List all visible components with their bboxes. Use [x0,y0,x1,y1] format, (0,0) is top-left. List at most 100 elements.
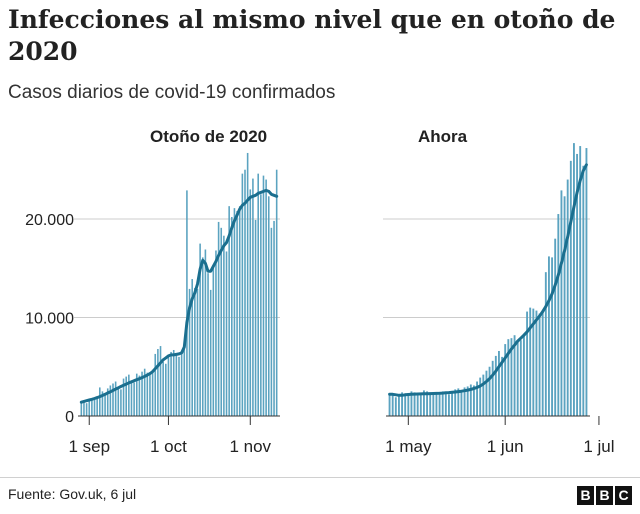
bar [388,394,391,416]
bar [267,196,270,416]
bar [209,289,212,416]
bar [504,344,507,416]
bar [143,368,146,416]
bar [404,393,407,416]
bar [159,346,162,416]
bar [391,393,394,416]
bar [154,353,157,416]
bar [501,356,504,416]
bar [466,386,469,416]
bar [128,374,130,416]
bar [112,383,114,416]
bar [146,372,149,416]
chart-subtitle: Casos diarios de covid-19 confirmados [8,82,336,103]
bar [165,363,167,416]
bar [548,256,550,416]
bar [170,351,172,416]
bar [485,370,488,416]
bar [93,398,96,416]
bar [476,381,479,416]
bar [441,391,444,416]
bar [585,148,588,416]
bar [120,389,122,416]
bar [432,393,435,416]
bar [246,152,249,416]
bar [451,392,454,416]
bar [149,374,151,416]
bar [207,273,209,416]
bar [101,391,104,416]
bar [257,173,259,416]
bar [494,355,497,416]
bar [212,266,215,416]
bar [172,349,175,416]
bar [410,391,413,416]
x-tick-label: 1 jun [487,437,524,456]
bar [106,388,109,416]
bar [83,400,85,416]
bar [541,311,544,416]
bar [507,339,510,416]
bar [529,307,532,416]
bar [566,179,569,416]
y-tick-label: 20.000 [25,212,74,229]
x-tick-label: 1 nov [229,437,271,456]
bar [438,392,441,416]
bar [130,380,133,416]
bar [236,211,238,416]
bar [135,373,138,416]
footer-divider [0,477,640,478]
trend-line [79,188,279,404]
bar [249,189,252,416]
panel-title: Ahora [418,127,468,146]
bar [457,388,460,416]
bar [416,395,419,416]
bar [560,190,563,416]
bar [99,387,101,416]
chart-title: Infecciones al mismo nivel que en otoño … [8,5,616,66]
y-tick-label: 10.000 [25,310,74,327]
bar [532,308,535,416]
bar [180,353,183,416]
bar [407,394,410,416]
bar [463,387,466,416]
bar [265,179,267,416]
bar [554,238,557,416]
bar [223,235,225,416]
bar [85,403,88,416]
panel-now: Ahora 1 may 1 jun 1 jul [383,127,615,456]
bar [167,354,170,416]
bar [423,390,425,416]
bbc-logo-letter: B [577,486,594,505]
bar [125,376,127,416]
bar [275,169,278,416]
bar [535,310,538,416]
bar [220,227,223,416]
bar [479,377,482,416]
bar [91,399,93,416]
bbc-logo: B B C [577,486,632,505]
bar [196,288,199,416]
bar [191,279,193,416]
bar [233,208,236,416]
bar [262,175,265,416]
bar [186,190,188,416]
panel-title: Otoño de 2020 [150,127,267,146]
bar [201,257,204,416]
bar [557,214,560,416]
bar [175,354,178,416]
bar [498,350,500,416]
bar [538,313,541,416]
bbc-logo-letter: C [615,486,632,505]
bar [516,341,519,416]
bar [215,250,217,416]
bar [398,396,400,416]
bar [444,393,447,416]
bar [448,394,450,416]
source-note: Fuente: Gov.uk, 6 jul [8,486,137,502]
bar [482,374,485,416]
bar [413,392,416,416]
bar [252,178,254,416]
bar [454,389,457,416]
bar [469,384,472,416]
